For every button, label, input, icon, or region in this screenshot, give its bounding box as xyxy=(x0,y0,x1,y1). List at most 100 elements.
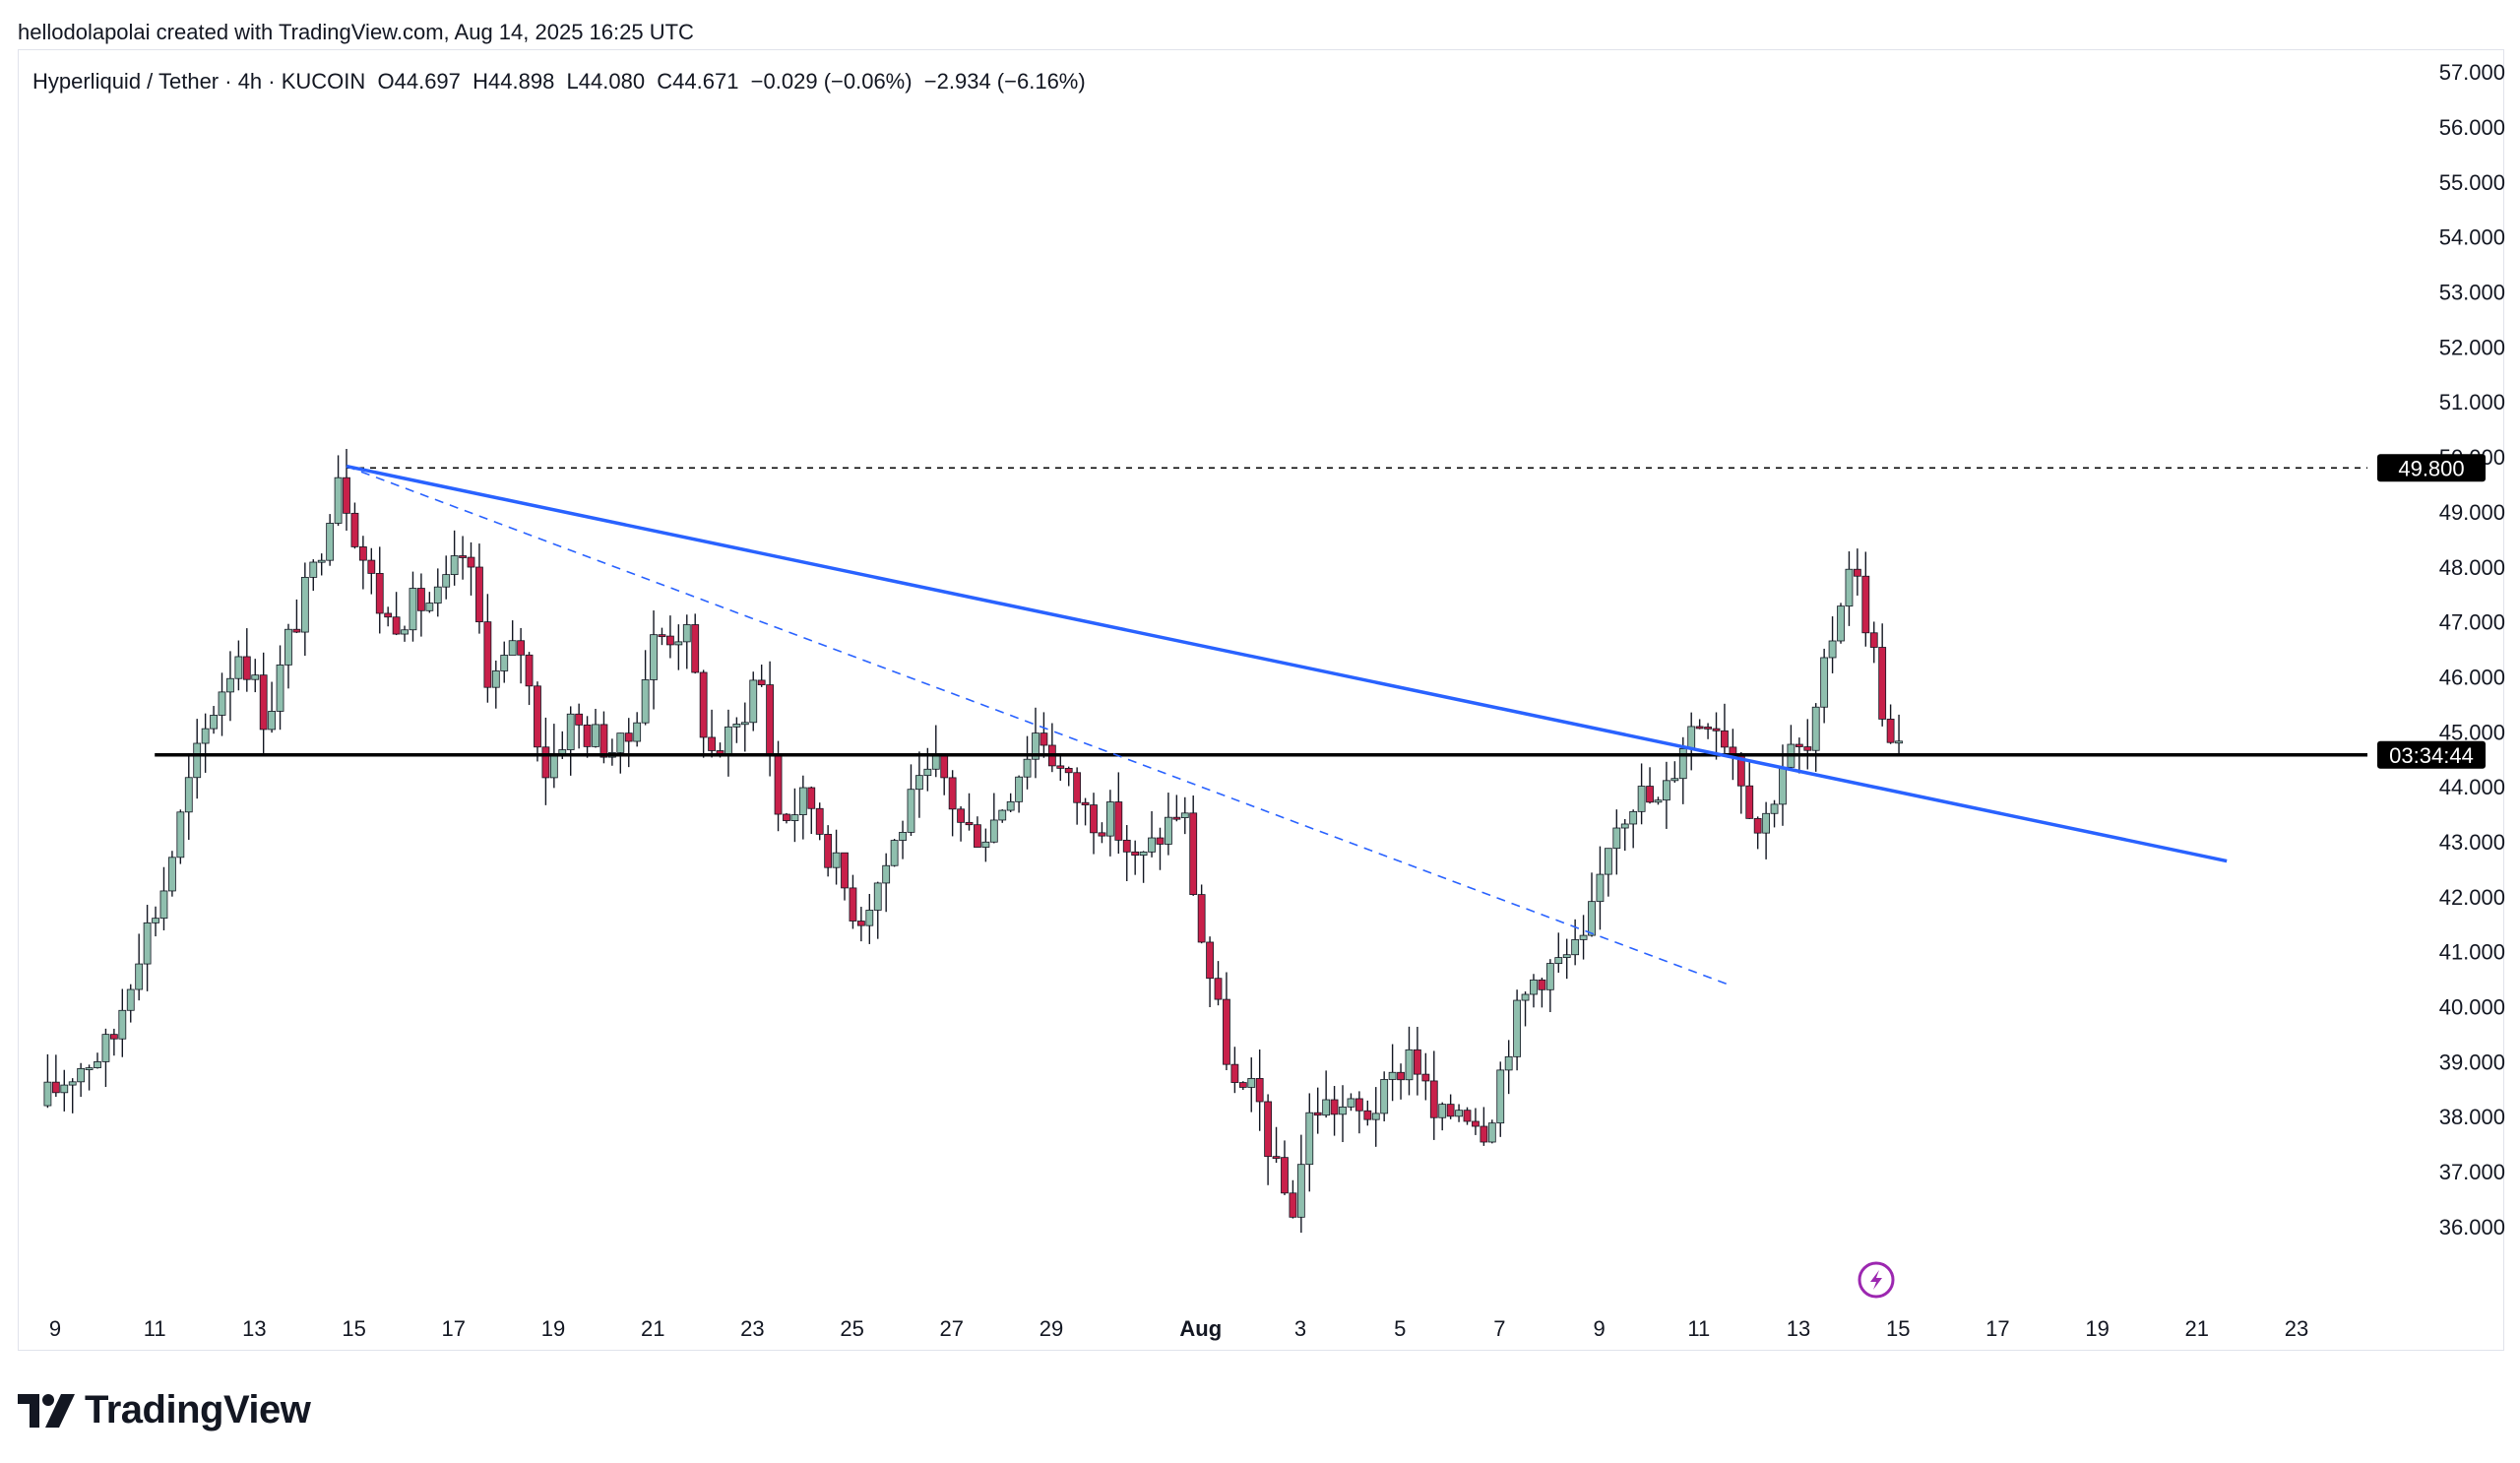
candle-up xyxy=(749,679,758,724)
candle-up xyxy=(1305,1112,1314,1166)
candle-up xyxy=(674,641,683,646)
time-tick-label: 3 xyxy=(1294,1316,1306,1341)
candle-down xyxy=(1753,817,1762,834)
candle-up xyxy=(43,1081,52,1107)
candle-up xyxy=(176,811,185,859)
candle-down xyxy=(658,634,666,638)
candle-up xyxy=(1023,758,1032,778)
time-tick-label: 21 xyxy=(641,1316,664,1341)
price-axis[interactable]: 57.000 56.000 55.000 54.000 53.000 52.000 51.0… xyxy=(2377,60,2505,1240)
candle-down xyxy=(815,807,824,835)
price-tick-label: 49.000 xyxy=(2439,500,2505,525)
candle-down xyxy=(1281,1157,1289,1194)
candle-up xyxy=(1571,939,1580,956)
candle-up xyxy=(309,561,318,578)
candle-up xyxy=(143,922,152,965)
candle-up xyxy=(159,890,168,920)
candle-up xyxy=(101,1034,110,1062)
candle-up xyxy=(251,674,260,680)
candle-down xyxy=(1795,743,1803,747)
candle-up xyxy=(1247,1078,1256,1088)
candle-down xyxy=(1289,1192,1297,1218)
price-label-text: 03:34:44 xyxy=(2389,743,2474,768)
time-tick-label: 15 xyxy=(1886,1316,1910,1341)
candle-down xyxy=(475,566,483,623)
tradingview-logo-icon xyxy=(18,1393,75,1428)
candle-up xyxy=(193,742,202,779)
candle-up xyxy=(1837,605,1845,642)
candle-up xyxy=(650,634,658,680)
candle-up xyxy=(1562,954,1571,958)
candle-down xyxy=(599,724,608,758)
time-tick-label: 15 xyxy=(342,1316,365,1341)
candle-up xyxy=(317,559,326,563)
candle-down xyxy=(1853,568,1861,577)
candle-up xyxy=(931,753,940,770)
candle-up xyxy=(1405,1049,1414,1081)
candle-up xyxy=(732,724,741,728)
price-tick-label: 56.000 xyxy=(2439,115,2505,140)
price-tick-label: 39.000 xyxy=(2439,1050,2505,1074)
candle-down xyxy=(766,684,775,756)
candle-up xyxy=(1828,640,1837,659)
candle-down xyxy=(1886,719,1895,743)
candle-up xyxy=(68,1081,77,1086)
candle-up xyxy=(401,629,409,635)
candle-up xyxy=(1438,1104,1447,1118)
candle-up xyxy=(1165,816,1172,845)
candle-down xyxy=(343,477,350,514)
candle-up xyxy=(201,728,210,744)
candlestick-chart[interactable]: Hyperliquid / Tether · 4h · KUCOIN O44.6… xyxy=(0,0,2520,1378)
price-tick-label: 44.000 xyxy=(2439,775,2505,799)
time-tick-label: 19 xyxy=(2085,1316,2109,1341)
candle-down xyxy=(367,559,376,574)
price-tick-label: 46.000 xyxy=(2439,665,2505,689)
price-tick-label: 51.000 xyxy=(2439,390,2505,414)
candle-up xyxy=(234,656,243,679)
price-tick-label: 48.000 xyxy=(2439,555,2505,580)
candle-down xyxy=(525,654,534,687)
candle-up xyxy=(1530,979,1538,995)
candle-down xyxy=(1264,1101,1273,1158)
time-tick-label: 13 xyxy=(1787,1316,1810,1341)
candle-up xyxy=(989,819,998,843)
candle-down xyxy=(774,754,783,815)
candle-up xyxy=(1579,934,1588,940)
candle-up xyxy=(184,777,193,813)
candle-up xyxy=(832,852,841,868)
candle-up xyxy=(218,691,226,716)
candle-down xyxy=(1114,801,1123,841)
candle-down xyxy=(1878,647,1887,720)
candle-up xyxy=(1371,1113,1380,1120)
candle-up xyxy=(60,1084,69,1094)
candle-up xyxy=(1322,1099,1331,1116)
candle-down xyxy=(691,624,700,673)
candle-down xyxy=(1463,1110,1472,1122)
time-axis[interactable]: 9 11 13 15 17 19 21 23 25 27 29 Aug 3 5 7 9 11 13 15 17 19 21… xyxy=(49,1316,2308,1341)
chart-pane[interactable] xyxy=(18,49,2504,1351)
candle-up xyxy=(592,724,599,747)
tradingview-logo[interactable]: TradingView xyxy=(18,1388,311,1432)
candle-up xyxy=(94,1061,101,1068)
candle-up xyxy=(907,789,915,833)
candle-up xyxy=(126,988,135,1011)
price-tick-label: 54.000 xyxy=(2439,225,2505,250)
candle-down xyxy=(350,512,359,547)
flash-icon[interactable] xyxy=(1858,1261,1895,1299)
candle-down xyxy=(1238,1082,1247,1088)
time-tick-label: 27 xyxy=(940,1316,964,1341)
candle-up xyxy=(1139,851,1148,857)
candle-up xyxy=(915,775,923,791)
candle-up xyxy=(1629,810,1638,825)
candle-up xyxy=(724,726,732,755)
price-tick-label: 57.000 xyxy=(2439,60,2505,85)
candle-up xyxy=(1380,1079,1389,1114)
time-tick-label: 23 xyxy=(2285,1316,2308,1341)
price-label-text: 49.800 xyxy=(2398,456,2464,480)
candle-down xyxy=(1122,839,1131,853)
candle-up xyxy=(226,677,234,693)
candle-up xyxy=(1180,812,1189,818)
candle-up xyxy=(326,523,335,561)
candle-down xyxy=(358,546,367,561)
candle-down xyxy=(109,1034,118,1040)
